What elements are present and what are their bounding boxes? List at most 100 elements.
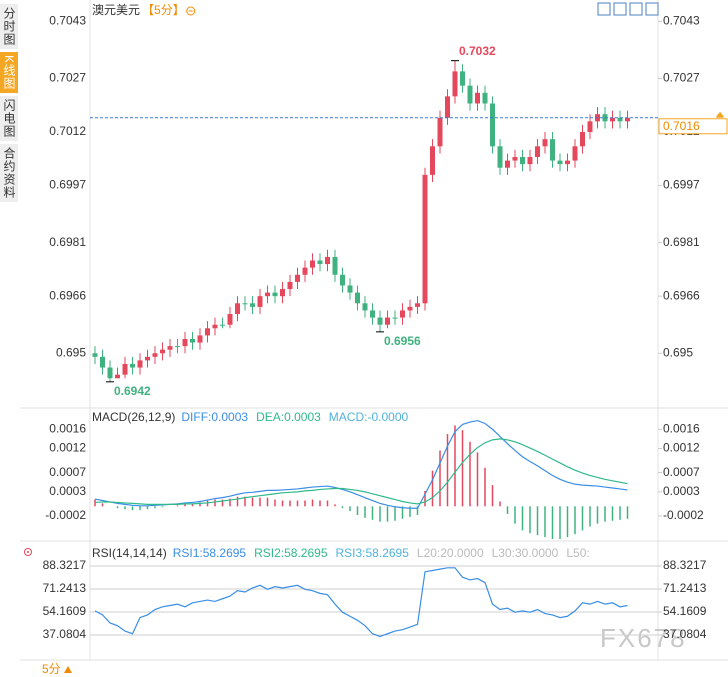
candle-body [587,121,593,133]
y-tick-label: -0.0002 [45,508,86,522]
legend-entry: DIFF:0.0003 [181,410,248,424]
settings-icon[interactable] [24,548,32,556]
candle-body [512,157,518,161]
legend-entry: RSI3:58.2695 [336,546,410,560]
y-tick-label: 0.7027 [49,71,86,85]
candle-body [527,157,533,165]
panel-title: MACD(26,12,9) [92,410,175,424]
tool-icon[interactable] [613,2,627,16]
tool-icon[interactable] [645,2,659,16]
candle-body [92,353,98,357]
candle-body [407,306,413,311]
period-button[interactable]: 5分 [42,662,61,676]
candle-body [130,363,135,368]
watermark: FX678 [600,623,687,653]
candle-body [212,324,218,329]
candle-body [505,160,510,168]
candle-body [422,174,428,304]
y-tick-label: 0.6981 [663,235,700,249]
y-tick-label: 0.6997 [49,178,86,192]
candle-body [625,117,630,122]
candle-body [520,157,525,165]
candle-body [355,292,360,304]
candle-body [535,146,540,158]
indicator-line [94,438,628,505]
candle-body [542,139,548,147]
candle-body [557,160,563,165]
candle-body [445,96,450,118]
extreme-label: 0.6956 [384,334,421,348]
candle-body [265,292,270,297]
candle-body [175,346,180,348]
candle-body [325,256,330,265]
candle-body [385,317,390,325]
candle-body [550,139,555,161]
candle-body [287,281,293,290]
candle-body [160,349,165,354]
candle-body [347,285,353,293]
collapse-icon [186,6,196,16]
y-tick-label: 0.695 [663,345,693,359]
legend-entry: RSI2:58.2695 [254,546,328,560]
candle-body [617,117,623,122]
y-tick-label: 0.0016 [49,421,86,435]
candle-body [115,374,120,379]
y-tick-label: 54.1609 [663,604,707,618]
candle-body [100,356,105,368]
y-tick-label: -0.0002 [663,508,704,522]
candle-body [272,292,278,297]
y-tick-label: 0.6997 [663,178,700,192]
tab[interactable]: 分时图 [0,4,18,49]
legend-entry: DEA:0.0003 [256,410,321,424]
y-tick-label: 0.0012 [49,441,86,455]
y-tick-label: 0.0007 [49,465,86,479]
chart-title: 澳元美元 [92,3,140,17]
tab[interactable]: K线图 [0,52,18,94]
chart-subtitle: 【5分】 [142,3,185,17]
candle-body [257,296,263,307]
candle-body [415,303,420,307]
panel-title: RSI(14,14,14) [92,546,167,560]
candle-body [220,324,225,326]
candle-body [572,146,578,161]
candle-body [190,338,195,343]
candle-body [317,260,323,265]
y-tick-label: 0.0003 [663,484,700,498]
extreme-label: 0.6942 [114,384,151,398]
tab[interactable]: 闪电图 [0,96,18,142]
candle-body [460,71,465,86]
candle-body [302,267,308,275]
period-arrow[interactable] [64,666,72,673]
y-tick-label: 0.0003 [49,484,86,498]
candle-body [242,303,248,305]
candle-body [167,346,173,350]
y-tick-label: 0.7043 [663,14,700,28]
tool-icon[interactable] [629,2,643,16]
legend-entry: L50: [566,546,589,560]
tool-icon[interactable] [597,2,611,16]
candle-body [490,103,495,147]
indicator-line [94,419,628,509]
candle-body [182,338,188,347]
last-price-label: 0.7016 [663,119,700,133]
y-tick-label: 37.0804 [663,627,707,641]
candle-body [340,274,345,286]
candle-body [377,317,383,325]
y-tick-label: 0.7027 [663,71,700,85]
candle-body [392,317,398,319]
candle-body [497,146,503,168]
toolbar [597,2,659,16]
tab[interactable]: 合约资料 [0,144,18,203]
y-tick-label: 0.0016 [663,421,700,435]
indicator-line [94,567,628,638]
candle-body [452,71,458,97]
candle-body [250,303,255,307]
y-tick-label: 0.7012 [49,124,86,138]
extreme-label: 0.7032 [459,44,496,58]
y-tick-label: 88.3217 [663,558,707,572]
y-tick-label: 0.6966 [663,288,700,302]
candle-body [235,303,240,315]
candle-body [107,367,113,379]
